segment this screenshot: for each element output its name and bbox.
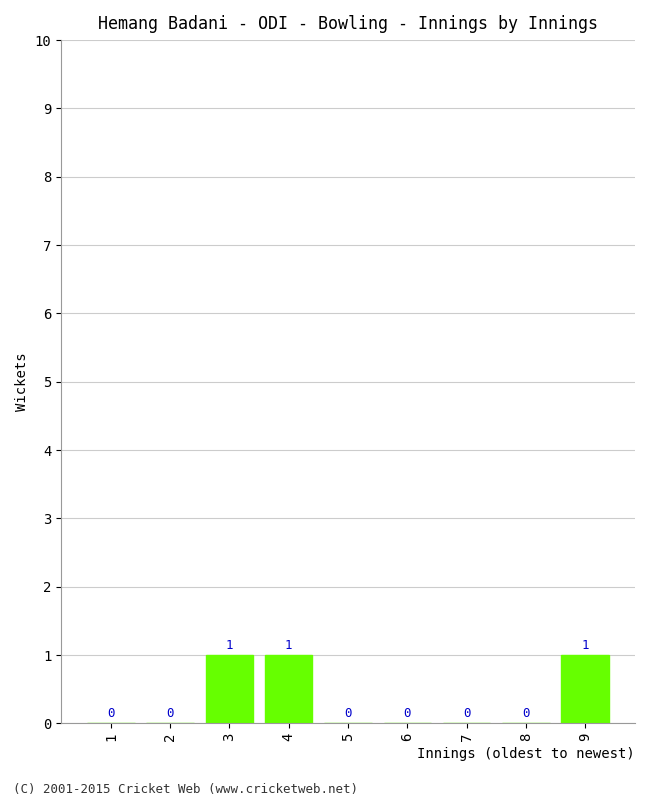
Bar	[205, 655, 253, 723]
Title: Hemang Badani - ODI - Bowling - Innings by Innings: Hemang Badani - ODI - Bowling - Innings …	[98, 15, 598, 33]
Text: (C) 2001-2015 Cricket Web (www.cricketweb.net): (C) 2001-2015 Cricket Web (www.cricketwe…	[13, 783, 358, 796]
Text: 1: 1	[226, 638, 233, 652]
Text: 1: 1	[582, 638, 589, 652]
Text: 0: 0	[107, 707, 114, 720]
Text: 0: 0	[166, 707, 174, 720]
Text: 0: 0	[522, 707, 530, 720]
Text: 1: 1	[285, 638, 292, 652]
Bar	[265, 655, 313, 723]
Text: 0: 0	[404, 707, 411, 720]
Bar	[562, 655, 609, 723]
Text: 0: 0	[344, 707, 352, 720]
X-axis label: Innings (oldest to newest): Innings (oldest to newest)	[417, 747, 635, 761]
Text: 0: 0	[463, 707, 471, 720]
Y-axis label: Wickets: Wickets	[15, 353, 29, 411]
